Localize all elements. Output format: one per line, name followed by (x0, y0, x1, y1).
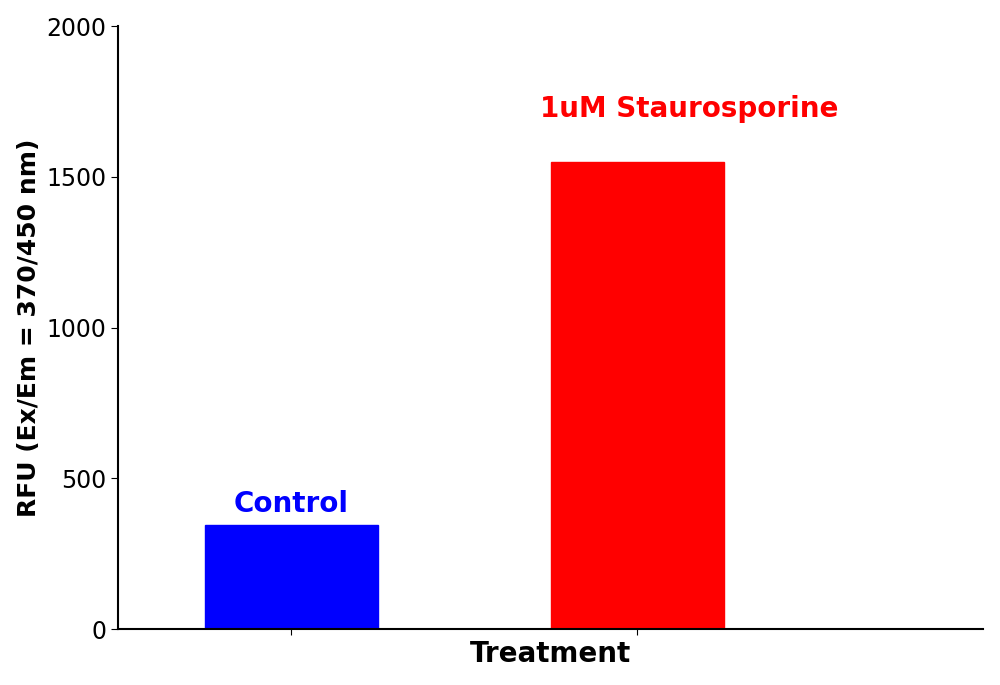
X-axis label: Treatment: Treatment (470, 640, 631, 669)
Bar (551, 162, 724, 630)
Y-axis label: RFU (Ex/Em = 370/450 nm): RFU (Ex/Em = 370/450 nm) (17, 138, 41, 517)
Text: Control: Control (234, 490, 349, 518)
Bar (205, 525, 378, 630)
Text: 1uM Staurosporine: 1uM Staurosporine (540, 95, 839, 123)
